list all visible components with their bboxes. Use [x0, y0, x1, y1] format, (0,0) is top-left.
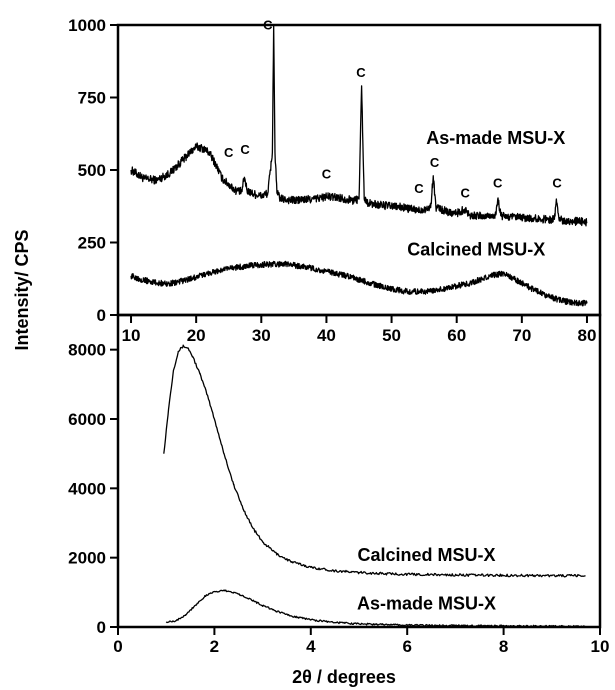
peak-label-c: C: [552, 175, 562, 190]
bottom-y-tick-label: 0: [97, 618, 106, 637]
bottom-series-label: Calcined MSU-X: [357, 545, 495, 565]
top-y-tick-label: 250: [78, 234, 106, 253]
bottom-x-tick-label: 4: [306, 637, 316, 656]
top-series-label: As-made MSU-X: [426, 128, 565, 148]
top-series-label: Calcined MSU-X: [407, 240, 545, 260]
peak-label-c: C: [224, 145, 234, 160]
peak-label-c: C: [493, 175, 503, 190]
bottom-x-tick-label: 8: [499, 637, 508, 656]
bottom-y-tick-label: 2000: [68, 549, 106, 568]
peak-label-c: C: [356, 65, 366, 80]
peak-label-c: C: [430, 155, 440, 170]
top-x-tick-label: 10: [122, 326, 141, 345]
bottom-trace-series-b: [165, 589, 586, 628]
peak-label-c: C: [414, 181, 424, 196]
bottom-trace-series-a: [163, 344, 586, 578]
top-x-tick-label: 40: [317, 326, 336, 345]
bottom-series-label: As-made MSU-X: [357, 594, 496, 614]
x-axis-title: 2θ / degrees: [292, 667, 396, 687]
top-axis-ticks: 10 20 30 40 50 60 70 80 0 250 500 750 1000: [68, 16, 596, 345]
bottom-series-labels: Calcined MSU-X As-made MSU-X: [357, 545, 496, 614]
peak-label-c: C: [460, 186, 470, 201]
bottom-plot-frame: [116, 313, 602, 629]
top-traces: [130, 24, 588, 307]
peak-label-c: C: [322, 167, 332, 182]
top-x-tick-label: 30: [252, 326, 271, 345]
top-y-tick-label: 1000: [68, 16, 106, 35]
top-x-tick-label: 80: [578, 326, 597, 345]
top-y-tick-label: 750: [78, 89, 106, 108]
top-x-tick-label: 60: [447, 326, 466, 345]
top-x-tick-label: 20: [187, 326, 206, 345]
bottom-x-tick-label: 2: [210, 637, 219, 656]
top-series-labels: As-made MSU-X Calcined MSU-X: [407, 128, 565, 260]
bottom-traces: [163, 344, 586, 628]
top-trace-series-a: [130, 24, 588, 227]
top-y-tick-label: 500: [78, 161, 106, 180]
peak-label-c: C: [240, 142, 250, 157]
top-y-tick-label: 0: [97, 306, 106, 325]
top-x-tick-label: 70: [512, 326, 531, 345]
peak-label-c: C: [263, 17, 273, 32]
bottom-y-tick-label: 4000: [68, 479, 106, 498]
y-axis-title: Intensity/ CPS: [12, 229, 32, 350]
bottom-x-tick-label: 0: [113, 637, 122, 656]
bottom-y-tick-label: 8000: [68, 341, 106, 360]
bottom-panel: 0 2 4 6 8 10 0 2000 4000 6000 8000 Calcined MSU-X A…: [68, 313, 609, 656]
top-trace-series-b: [130, 260, 588, 307]
bottom-y-tick-label: 6000: [68, 410, 106, 429]
bottom-x-tick-label: 6: [402, 637, 411, 656]
bottom-axis-ticks: 0 2 4 6 8 10 0 2000 4000 6000 8000: [68, 341, 609, 656]
bottom-x-tick-label: 10: [591, 637, 610, 656]
top-x-tick-label: 50: [382, 326, 401, 345]
